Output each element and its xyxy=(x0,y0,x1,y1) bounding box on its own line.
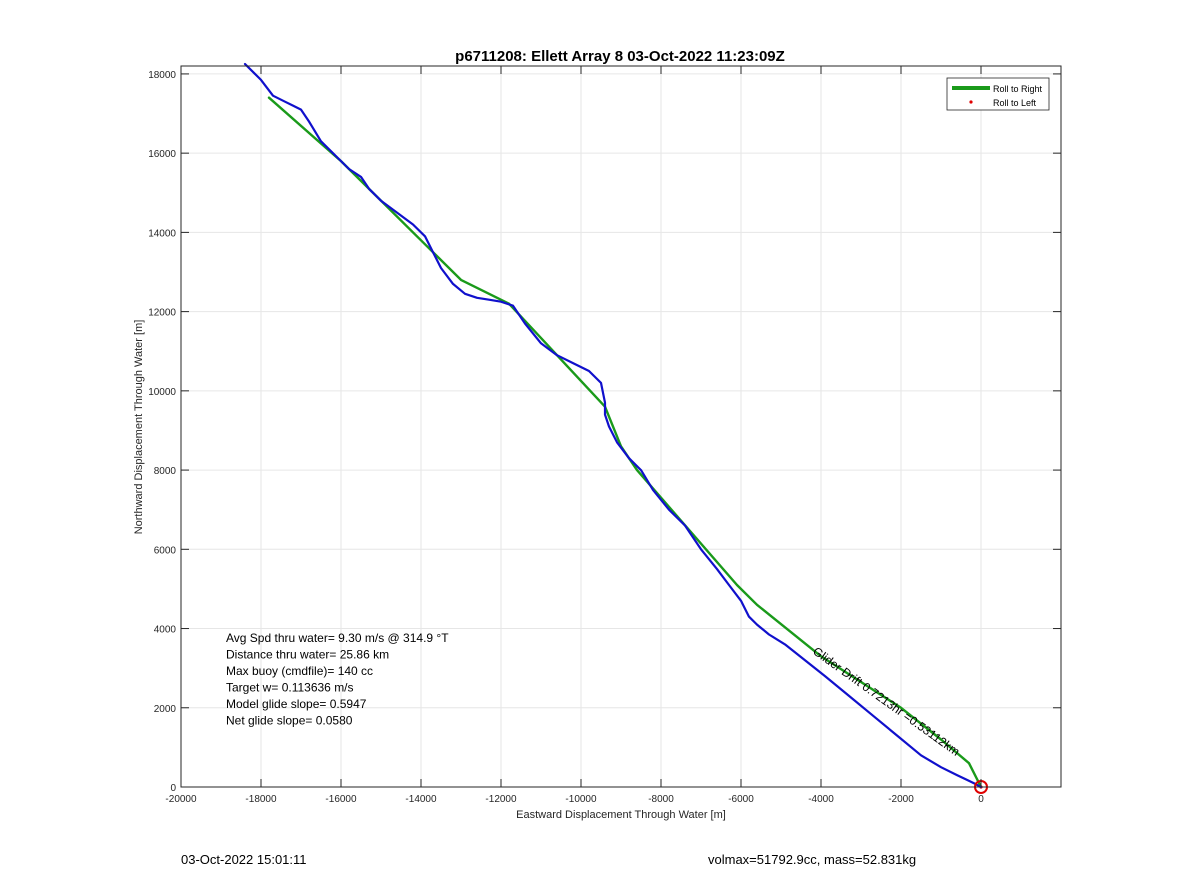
x-tick-label: -4000 xyxy=(808,794,834,805)
stats-annotation-line: Model glide slope= 0.5947 xyxy=(226,697,367,711)
footer-info: volmax=51792.9cc, mass=52.831kg xyxy=(708,852,917,867)
x-tick-label: -10000 xyxy=(565,794,597,805)
y-axis-ticks: 0 2000 4000 6000 8000 10000 12000 14000 16000 180… xyxy=(148,70,1061,794)
stats-annotation-line: Max buoy (cmdfile)= 140 cc xyxy=(226,664,373,678)
legend-swatch-roll-left xyxy=(969,100,973,104)
y-tick-label: 12000 xyxy=(148,308,176,319)
x-tick-label: 0 xyxy=(978,794,984,805)
y-axis-label: Northward Displacement Through Water [m] xyxy=(133,320,145,535)
y-tick-label: 6000 xyxy=(154,545,177,556)
x-tick-label: -16000 xyxy=(325,794,357,805)
x-tick-label: -6000 xyxy=(728,794,754,805)
x-tick-label: -20000 xyxy=(165,794,197,805)
stats-annotation-line: Distance thru water= 25.86 km xyxy=(226,648,389,662)
x-tick-label: -2000 xyxy=(888,794,914,805)
track-line xyxy=(243,62,983,789)
y-tick-label: 18000 xyxy=(148,70,176,81)
x-tick-label: -8000 xyxy=(648,794,674,805)
plot-area xyxy=(181,66,1061,787)
y-tick-label: 0 xyxy=(170,783,176,794)
stats-annotation-line: Avg Spd thru water= 9.30 m/s @ 314.9 °T xyxy=(226,631,449,645)
stats-annotation-line: Net glide slope= 0.0580 xyxy=(226,714,353,728)
x-tick-label: -18000 xyxy=(245,794,277,805)
legend-label-roll-left: Roll to Left xyxy=(993,98,1037,108)
legend-label-roll-right: Roll to Right xyxy=(993,84,1043,94)
x-axis-ticks: -20000 -18000 -16000 -14000 -12000 -10000 -800… xyxy=(165,66,984,805)
x-tick-label: -14000 xyxy=(405,794,437,805)
legend-box xyxy=(946,77,1050,111)
x-tick-label: -12000 xyxy=(485,794,517,805)
y-tick-label: 16000 xyxy=(148,149,176,160)
y-tick-label: 10000 xyxy=(148,387,176,398)
x-axis-label: Eastward Displacement Through Water [m] xyxy=(516,809,726,821)
y-tick-label: 14000 xyxy=(148,228,176,239)
chart-title: p6711208: Ellett Array 8 03-Oct-2022 11:… xyxy=(455,48,785,65)
y-tick-label: 8000 xyxy=(154,466,177,477)
y-tick-label: 4000 xyxy=(154,625,177,636)
plot-frame xyxy=(180,65,1062,788)
footer-timestamp: 03-Oct-2022 15:01:11 xyxy=(181,852,307,867)
series-group xyxy=(243,62,983,789)
y-tick-label: 2000 xyxy=(154,704,177,715)
legend: Roll to Right Roll to Left xyxy=(946,77,1050,111)
stats-annotations: Avg Spd thru water= 9.30 m/s @ 314.9 °T D… xyxy=(226,631,449,728)
stats-annotation-line: Target w= 0.113636 m/s xyxy=(226,681,354,695)
